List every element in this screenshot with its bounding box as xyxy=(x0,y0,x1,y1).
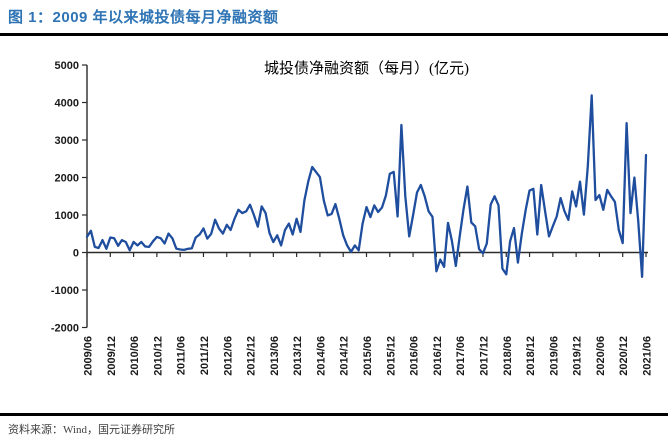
x-tick-label-group: 2017/06 xyxy=(455,336,467,376)
y-tick-label: 5000 xyxy=(55,60,79,72)
x-tick-label: 2014/12 xyxy=(339,336,351,376)
x-tick-label-group: 2015/06 xyxy=(362,336,374,376)
y-tick-label: 0 xyxy=(73,248,79,260)
x-tick-label: 2019/12 xyxy=(572,336,584,376)
x-tick-label: 2011/12 xyxy=(199,336,211,375)
x-tick-label-group: 2017/12 xyxy=(478,336,490,376)
x-tick-label-group: 2018/06 xyxy=(502,336,514,376)
x-tick-label-group: 2012/12 xyxy=(246,336,258,376)
net-financing-line xyxy=(85,94,648,279)
y-tick-label: 2000 xyxy=(55,173,79,185)
x-tick-label-group: 2014/06 xyxy=(315,336,327,376)
x-tick-label-group: 2014/12 xyxy=(339,336,351,376)
x-tick-label-group: 2011/12 xyxy=(199,336,211,375)
x-tick-label: 2011/06 xyxy=(176,336,188,375)
x-tick-label: 2018/06 xyxy=(502,336,514,376)
x-tick-label: 2020/06 xyxy=(595,336,607,376)
x-tick-label: 2012/06 xyxy=(222,336,234,376)
chart-title: 城投债净融资额（每月）(亿元) xyxy=(264,61,469,77)
x-tick-label: 2014/06 xyxy=(315,336,327,376)
x-tick-label-group: 2013/06 xyxy=(269,336,281,376)
x-tick-label-group: 2018/12 xyxy=(525,336,537,376)
x-tick-label: 2016/12 xyxy=(432,336,444,376)
x-tick-label: 2013/12 xyxy=(292,336,304,376)
x-tick-label-group: 2011/06 xyxy=(176,336,188,375)
x-tick-label: 2010/12 xyxy=(152,336,164,376)
x-tick-label: 2020/12 xyxy=(618,336,630,376)
x-tick-label-group: 2021/06 xyxy=(642,336,654,376)
x-tick-label: 2021/06 xyxy=(642,336,654,376)
source-note: 资料来源：Wind，国元证券研究所 xyxy=(8,424,175,436)
x-tick-label-group: 2020/06 xyxy=(595,336,607,376)
x-tick-label: 2013/06 xyxy=(269,336,281,376)
x-tick-label: 2012/12 xyxy=(246,336,258,376)
x-tick-label-group: 2010/06 xyxy=(129,336,141,376)
x-tick-label-group: 2009/12 xyxy=(106,336,118,376)
x-tick-label-group: 2019/12 xyxy=(572,336,584,376)
y-tick-label: 1000 xyxy=(55,210,79,222)
x-tick-label: 2016/06 xyxy=(409,336,421,376)
x-tick-label: 2015/06 xyxy=(362,336,374,376)
header-divider xyxy=(0,33,668,36)
x-tick-label-group: 2012/06 xyxy=(222,336,234,376)
x-tick-label-group: 2016/12 xyxy=(432,336,444,376)
y-tick-label: -1000 xyxy=(51,285,79,297)
y-tick-label: -2000 xyxy=(51,323,79,335)
x-tick-label: 2015/12 xyxy=(385,336,397,376)
x-tick-label: 2010/06 xyxy=(129,336,141,376)
x-tick-label-group: 2016/06 xyxy=(409,336,421,376)
x-tick-label: 2009/06 xyxy=(83,336,95,376)
x-tick-label-group: 2019/06 xyxy=(548,336,560,376)
x-tick-label-group: 2010/12 xyxy=(152,336,164,376)
x-tick-label-group: 2009/06 xyxy=(83,336,95,376)
x-tick-label-group: 2015/12 xyxy=(385,336,397,376)
y-tick-label: 4000 xyxy=(55,98,79,110)
x-tick-label-group: 2013/12 xyxy=(292,336,304,376)
x-tick-label: 2017/06 xyxy=(455,336,467,376)
x-tick-label-group: 2020/12 xyxy=(618,336,630,376)
x-tick-label: 2009/12 xyxy=(106,336,118,376)
figure-header-title: 图 1：2009 年以来城投债每月净融资额 xyxy=(8,9,279,26)
x-tick-label: 2018/12 xyxy=(525,336,537,376)
x-tick-label: 2017/12 xyxy=(478,336,490,376)
footer-divider xyxy=(0,413,668,416)
x-tick-label: 2019/06 xyxy=(548,336,560,376)
y-tick-label: 3000 xyxy=(55,135,79,147)
